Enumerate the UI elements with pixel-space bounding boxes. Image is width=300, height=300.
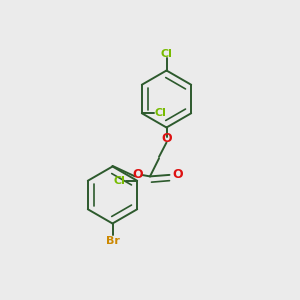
Text: O: O [161,132,172,146]
Text: Cl: Cl [154,108,166,118]
Text: Cl: Cl [114,176,126,186]
Text: O: O [133,168,143,182]
Text: O: O [172,168,183,182]
Text: Cl: Cl [160,49,172,59]
Text: Br: Br [106,236,119,246]
